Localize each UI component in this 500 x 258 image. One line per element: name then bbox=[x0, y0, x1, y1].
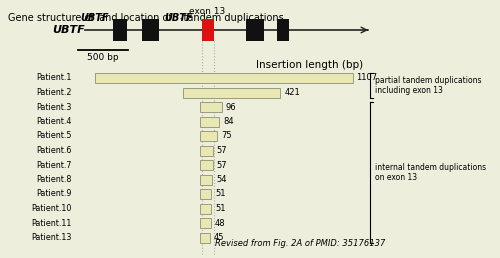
Text: Patient.4: Patient.4 bbox=[36, 117, 72, 126]
Text: UBTF: UBTF bbox=[80, 13, 108, 23]
Text: 421: 421 bbox=[284, 88, 300, 97]
Text: Patient.2: Patient.2 bbox=[36, 88, 72, 97]
Text: Patient.10: Patient.10 bbox=[32, 204, 72, 213]
Text: Gene structure of: Gene structure of bbox=[8, 13, 97, 23]
Bar bbox=[276, 19, 288, 41]
Text: 500 bp: 500 bp bbox=[86, 53, 118, 62]
Bar bbox=[200, 131, 217, 141]
Text: Patient.1: Patient.1 bbox=[36, 74, 72, 83]
Text: 96: 96 bbox=[226, 102, 236, 111]
Text: Patient.7: Patient.7 bbox=[36, 160, 72, 170]
Text: on exon 13: on exon 13 bbox=[375, 173, 417, 182]
Text: 51: 51 bbox=[216, 204, 226, 213]
Text: and location of: and location of bbox=[96, 13, 175, 23]
Bar bbox=[200, 218, 210, 228]
Text: Revised from Fig. 2A of PMID: 35176137: Revised from Fig. 2A of PMID: 35176137 bbox=[215, 239, 385, 248]
Text: Patient.13: Patient.13 bbox=[32, 233, 72, 242]
Text: Patient.3: Patient.3 bbox=[36, 102, 72, 111]
Bar bbox=[200, 232, 210, 243]
Text: 84: 84 bbox=[223, 117, 234, 126]
Bar bbox=[200, 102, 222, 112]
Text: Patient.5: Patient.5 bbox=[36, 132, 72, 141]
Bar bbox=[202, 19, 213, 41]
Text: 57: 57 bbox=[217, 146, 228, 155]
Text: Patient.9: Patient.9 bbox=[36, 189, 72, 198]
Text: 45: 45 bbox=[214, 233, 224, 242]
Text: Patient.11: Patient.11 bbox=[32, 219, 72, 228]
Text: -tandem duplications: -tandem duplications bbox=[180, 13, 284, 23]
Bar bbox=[113, 19, 127, 41]
Bar bbox=[200, 117, 219, 126]
Text: UBTF: UBTF bbox=[52, 25, 85, 35]
Text: 51: 51 bbox=[216, 189, 226, 198]
Bar bbox=[200, 160, 213, 170]
Bar bbox=[200, 189, 211, 199]
Text: Insertion length (bp): Insertion length (bp) bbox=[256, 60, 364, 70]
Text: partial tandem duplications: partial tandem duplications bbox=[375, 76, 482, 85]
Bar bbox=[200, 146, 213, 156]
Text: internal tandem duplications: internal tandem duplications bbox=[375, 163, 486, 172]
Bar bbox=[200, 204, 211, 214]
Text: UBTF: UBTF bbox=[164, 13, 192, 23]
Bar bbox=[200, 174, 212, 184]
Bar bbox=[142, 19, 158, 41]
Bar bbox=[246, 19, 264, 41]
Text: exon 13: exon 13 bbox=[190, 7, 226, 16]
Text: Patient.8: Patient.8 bbox=[36, 175, 72, 184]
Text: including exon 13: including exon 13 bbox=[375, 86, 443, 95]
Text: 57: 57 bbox=[217, 160, 228, 170]
Text: 48: 48 bbox=[214, 219, 226, 228]
Bar bbox=[95, 73, 352, 83]
Text: 1107: 1107 bbox=[356, 74, 378, 83]
Text: Patient.6: Patient.6 bbox=[36, 146, 72, 155]
Text: 75: 75 bbox=[221, 132, 232, 141]
Bar bbox=[182, 87, 280, 98]
Text: 54: 54 bbox=[216, 175, 226, 184]
